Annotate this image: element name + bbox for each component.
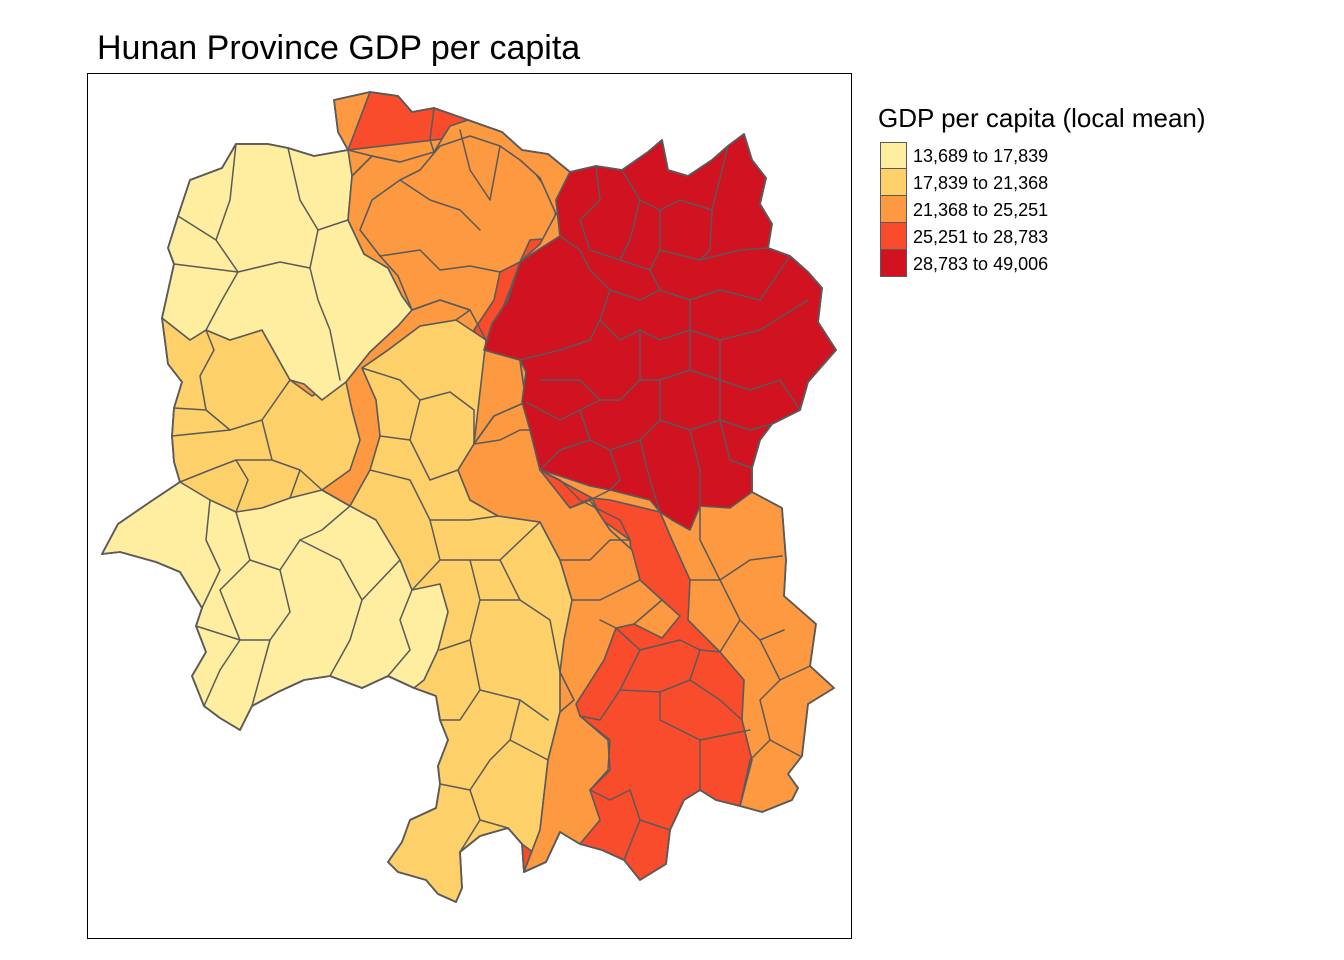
county-boundary [619,199,641,261]
county-boundary [689,679,743,721]
legend-swatch [880,250,907,277]
legend-item-class-2: 17,839 to 21,368 [878,169,1206,196]
county-boundary [399,179,481,231]
county-boundary [559,539,631,561]
county-boundary [609,449,621,491]
county-boundary [177,215,217,241]
county-boundary [539,469,631,541]
county-boundary [205,143,239,331]
county-boundary [261,419,323,491]
legend-item-class-4: 25,251 to 28,783 [878,223,1206,250]
county-boundary [571,579,641,601]
legend-label: 17,839 to 21,368 [913,173,1049,193]
county-boundary [739,739,771,807]
legend-label: 28,783 to 49,006 [913,254,1049,274]
legend-label: 13,689 to 17,839 [913,146,1049,166]
county-boundary [509,739,549,761]
county-boundary [699,209,713,261]
county-boundary [559,235,661,301]
county-boundary [429,107,435,153]
legend-item-class-5: 28,783 to 49,006 [878,250,1206,277]
county-boundary [409,439,459,481]
legend-swatch [880,169,907,196]
map-frame [87,73,852,939]
county-boundary [659,691,701,791]
county-boundary [201,499,221,609]
legend-swatch [880,223,907,250]
county-boundary [579,165,621,261]
legend-label: 25,251 to 28,783 [913,227,1049,247]
county-boundary [689,555,783,581]
legend-swatch [880,196,907,223]
county-boundary [439,699,521,791]
county-boundary [411,559,441,591]
county-boundary [251,569,291,707]
legend-swatch [880,142,907,169]
county-boundary [599,289,691,341]
county-boundary [179,459,273,483]
county-boundary [479,819,509,829]
county-boundary [235,459,249,513]
county-boundary [289,469,301,499]
county-boundary [699,729,751,741]
county-boundary [439,639,481,721]
county-boundary [235,505,351,571]
county-boundary [317,219,349,231]
county-boundary [195,625,241,707]
county-boundary [579,715,641,861]
county-boundary [361,559,401,601]
county-boundary [719,419,753,469]
county-boundary [619,649,701,693]
map-title: Hunan Province GDP per capita [97,29,581,67]
county-boundary [171,429,231,437]
county-boundary [619,247,769,271]
county-boundary [519,319,601,361]
county-boundary [387,589,413,677]
county-boundary [459,129,501,201]
county-boundary [439,559,481,651]
county-boundary [525,399,601,421]
legend-label: 21,368 to 25,251 [913,200,1049,220]
county-polygons [101,91,837,903]
county-boundary [599,619,617,629]
county-boundary [411,299,487,341]
county-boundary [759,679,801,757]
legend-item-class-1: 13,689 to 17,839 [878,142,1206,169]
county-boundary [699,505,721,581]
county-boundary [173,261,311,273]
county-boundary [347,149,401,163]
county-boundary [419,391,475,445]
county-boundary [719,579,785,641]
county-boundary [719,619,741,653]
county-boundary [499,559,561,673]
county-boundary [621,145,729,211]
county-boundary [219,559,271,641]
legend-title: GDP per capita (local mean) [878,103,1206,133]
county-boundary [639,439,661,513]
county-boundary [589,489,611,501]
county-boundary [379,249,501,273]
county-boundary [639,639,721,653]
county-boundary [639,819,671,831]
legend-item-class-3: 21,368 to 25,251 [878,196,1206,223]
county-boundary [173,407,207,411]
county-boundary [473,429,531,445]
county-boundary [689,429,701,507]
county-boundary [539,369,721,401]
county-boundary [649,255,791,301]
map-legend: GDP per capita (local mean) 13,689 to 17… [878,100,1206,277]
province-border [101,91,837,903]
county-boundary [539,439,591,471]
county-boundary [719,339,801,411]
